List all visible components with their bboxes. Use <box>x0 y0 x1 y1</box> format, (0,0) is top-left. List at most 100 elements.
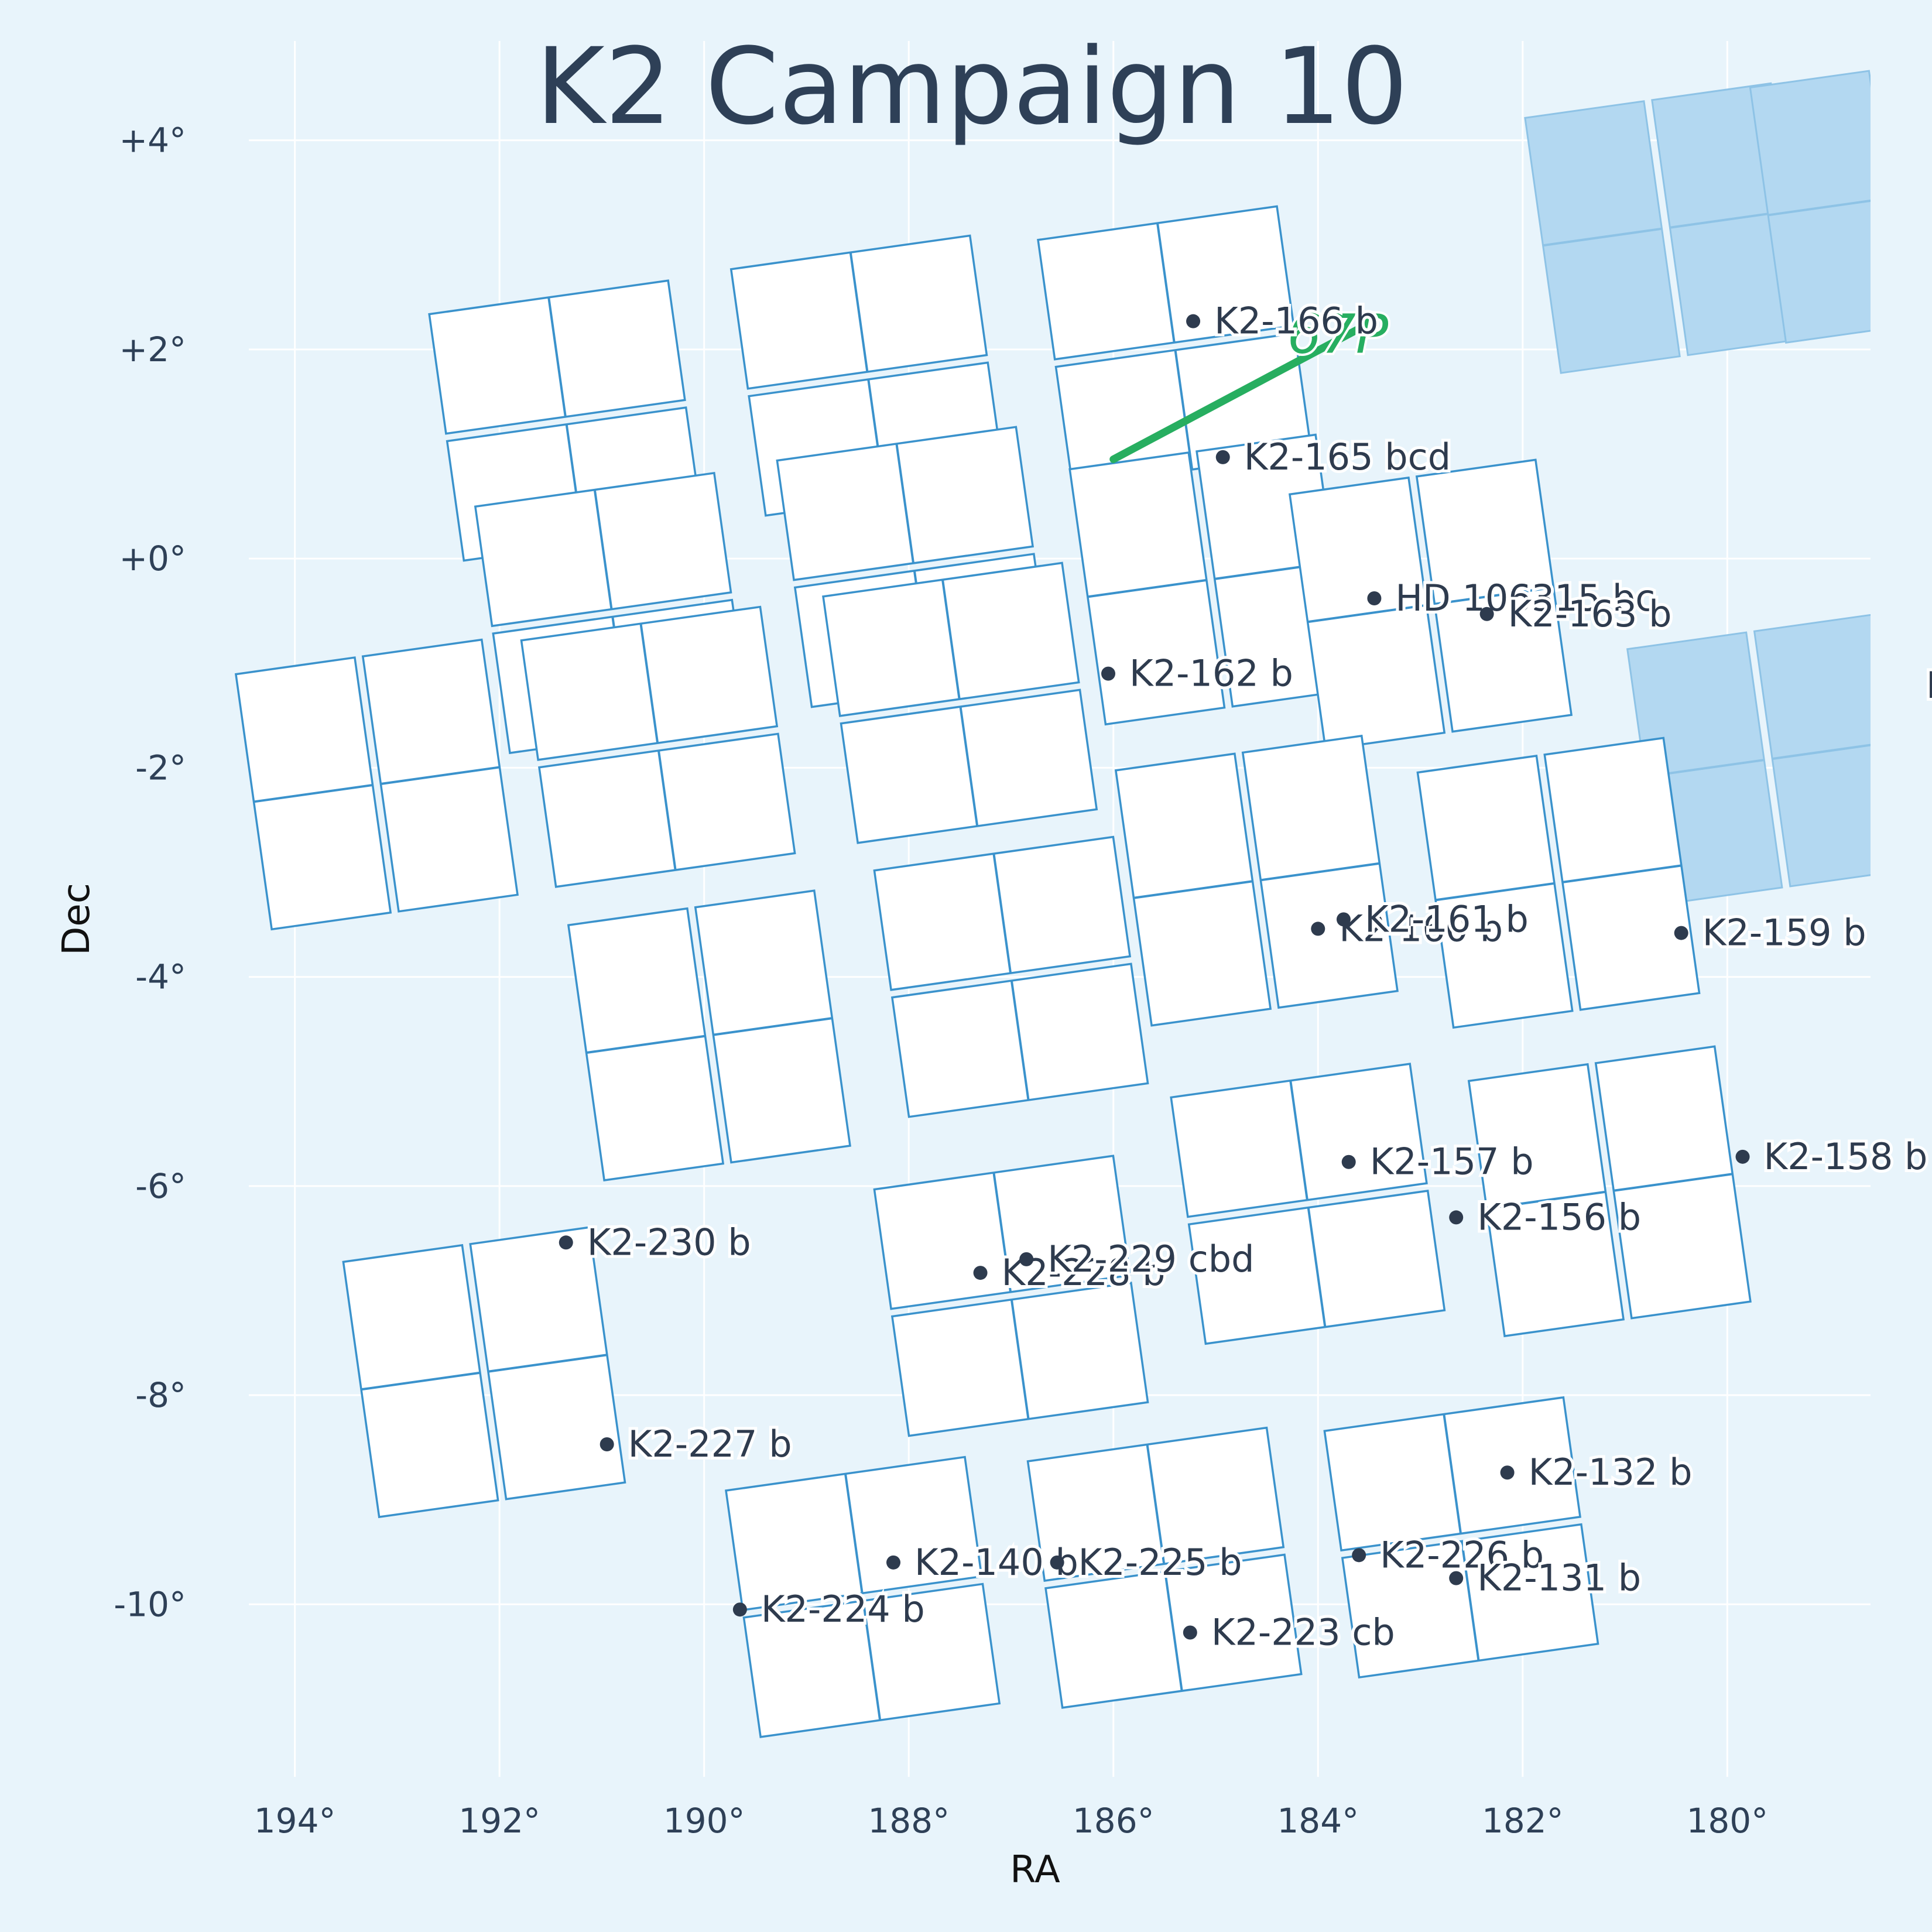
y-tick-label: -10° <box>114 1584 186 1624</box>
planet-marker <box>1449 1571 1464 1585</box>
x-tick-label: 184° <box>1277 1801 1359 1841</box>
planet-label: K2-165 bcd <box>1244 436 1451 478</box>
x-tick-label: 186° <box>1073 1801 1155 1841</box>
ccd-module-ccd-divider <box>1289 1080 1308 1201</box>
ccd-module-ccd-divider <box>1087 578 1207 598</box>
ccd-module-ccd-divider <box>849 252 869 372</box>
planet-marker <box>1186 314 1201 328</box>
planet-marker <box>1367 591 1382 606</box>
planet-label: K2-229 cbd <box>1047 1238 1254 1280</box>
planet-marker <box>1352 1548 1366 1563</box>
comet-label: 67P <box>1287 303 1389 365</box>
ccd-module-ccd-divider <box>1435 882 1555 902</box>
ccd-module-ccd-divider <box>1434 586 1554 605</box>
ccd-module-ccd-divider <box>862 1600 882 1721</box>
planet-marker <box>1479 607 1494 621</box>
planet-label: K2-227 b <box>628 1423 792 1465</box>
ccd-module-ccd-divider <box>1174 350 1194 470</box>
neighbor-campaign-modules <box>1524 70 1871 906</box>
planet-marker <box>600 1437 614 1452</box>
ccd-module-ccd-divider <box>1614 1173 1733 1192</box>
planet-marker <box>1449 1210 1464 1225</box>
y-tick-labels: +4° +2° +0° -2° -4° -6° -8° -10° <box>114 121 186 1625</box>
planet-marker <box>1311 922 1325 936</box>
ccd-module-ccd-divider <box>713 1017 833 1036</box>
ccd-module-ccd-divider <box>657 750 677 871</box>
ccd-module-ccd-divider <box>1443 1414 1462 1534</box>
ccd-module-ccd-divider <box>1164 1571 1183 1691</box>
planet-marker <box>1050 1555 1064 1570</box>
ccd-module-ccd-divider <box>992 853 1012 974</box>
ccd-module-ccd-divider <box>586 1034 705 1054</box>
planet-label: K2-226 b <box>1380 1533 1544 1576</box>
planet-marker <box>1735 1149 1750 1164</box>
y-tick-label: +2° <box>119 330 187 369</box>
planet-marker <box>1101 666 1116 681</box>
ccd-module-ccd-divider <box>593 489 613 609</box>
ccd-module-ccd-divider <box>1307 604 1427 624</box>
ccd-module-ccd-divider <box>1146 1444 1166 1564</box>
ccd-module-ccd-divider <box>1133 880 1253 899</box>
edge-label: H <box>1926 664 1932 707</box>
planet-label: HD 106315 bc <box>1395 577 1655 619</box>
planet-marker <box>1336 912 1351 927</box>
y-tick-label: -2° <box>135 748 186 787</box>
planet-label: K2-161 b <box>1365 898 1529 940</box>
planet-label: K2-223 cb <box>1211 1611 1395 1654</box>
neighbor-module-ccd-divider <box>1543 227 1662 247</box>
ccd-module-ccd-divider <box>381 766 500 785</box>
ccd-module-ccd-divider <box>1010 980 1030 1101</box>
x-tick-label: 190° <box>663 1801 745 1841</box>
ccd-module-ccd-divider <box>1260 862 1380 882</box>
planet-marker <box>1019 1252 1034 1266</box>
x-tick-labels: 194° 192° 190° 188° 186° 184° 182° 180° <box>254 1801 1768 1841</box>
planet-marker <box>559 1235 573 1250</box>
x-tick-label: 180° <box>1686 1801 1768 1841</box>
planet-label: K2-225 b <box>1078 1541 1242 1584</box>
planet-label: K2-166 b <box>1214 300 1378 342</box>
y-tick-label: -6° <box>135 1166 186 1206</box>
ccd-module-ccd-divider <box>488 1354 608 1373</box>
x-tick-label: 192° <box>458 1801 540 1841</box>
ccd-modules <box>234 205 1752 1738</box>
neighbor-module-ccd-divider <box>1772 744 1871 761</box>
planet-marker <box>973 1266 988 1280</box>
neighbor-module-channel <box>1753 614 1871 888</box>
planet-label: K2-224 b <box>761 1588 925 1630</box>
ccd-module-ccd-divider <box>1486 1190 1606 1210</box>
ccd-module-ccd-divider <box>639 623 659 744</box>
planet-label: K2-131 b <box>1477 1557 1641 1599</box>
planet-marker <box>1341 1155 1356 1169</box>
planet-label: K2-157 b <box>1370 1140 1534 1183</box>
ccd-module-ccd-divider <box>361 1371 481 1391</box>
y-tick-label: +0° <box>119 539 187 578</box>
ccd-module-ccd-divider <box>941 579 961 700</box>
planet-label: K2-230 b <box>587 1221 751 1263</box>
ccd-module-ccd-divider <box>895 443 915 564</box>
planet-label: K2-158 b <box>1764 1135 1928 1178</box>
ccd-module-ccd-divider <box>254 783 373 803</box>
ccd-module-ccd-divider <box>959 706 979 827</box>
comet-path <box>1109 319 1373 463</box>
planet-label: K2-156 b <box>1477 1195 1641 1238</box>
ccd-module-ccd-divider <box>1460 1541 1480 1661</box>
ccd-module-ccd-divider <box>1562 864 1682 883</box>
ccd-module-ccd-divider <box>547 297 567 417</box>
y-tick-label: -4° <box>135 957 186 997</box>
y-axis-label: Dec <box>55 883 98 955</box>
planet-label: K2-132 b <box>1529 1451 1693 1493</box>
y-tick-label: -8° <box>135 1375 186 1415</box>
ccd-module-ccd-divider <box>1156 222 1176 343</box>
ccd-module-ccd-divider <box>844 1474 864 1594</box>
planet-marker <box>1674 926 1688 940</box>
planet-marker <box>1183 1625 1197 1640</box>
planet-label: K2-162 b <box>1129 652 1293 695</box>
comet-track: 67P <box>1109 300 1391 463</box>
ccd-module-ccd-divider <box>1010 1299 1030 1420</box>
y-tick-label: +4° <box>119 121 187 160</box>
planet-marker <box>886 1555 901 1570</box>
ccd-module-ccd-divider <box>1307 1207 1327 1327</box>
planet-marker <box>1500 1465 1515 1480</box>
